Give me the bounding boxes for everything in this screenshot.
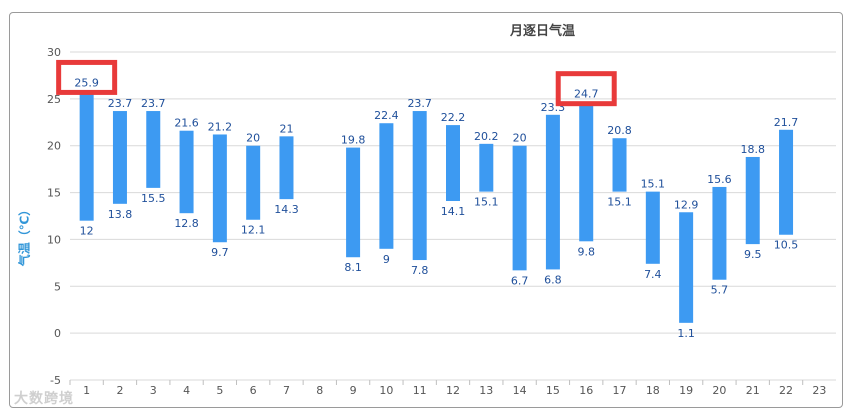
x-tick-label: 20 xyxy=(712,384,726,397)
range-bar xyxy=(679,212,694,323)
chart-title: 月逐日气温 xyxy=(509,24,575,39)
high-value-label: 12.9 xyxy=(674,198,699,211)
x-tick-label: 23 xyxy=(812,384,826,397)
x-tick-label: 15 xyxy=(546,384,560,397)
x-tick-label: 7 xyxy=(283,384,290,397)
chart-title-row: 月逐日气温 xyxy=(0,20,845,39)
x-tick-label: 13 xyxy=(479,384,493,397)
range-bar xyxy=(146,111,161,188)
low-value-label: 7.8 xyxy=(411,264,429,277)
low-value-label: 9 xyxy=(383,253,390,266)
high-value-label: 23.7 xyxy=(407,97,432,110)
range-bar xyxy=(279,136,294,200)
x-tick-label: 1 xyxy=(83,384,90,397)
y-tick-label: 0 xyxy=(54,327,61,340)
range-bar xyxy=(479,143,494,192)
low-value-label: 9.5 xyxy=(744,248,762,261)
x-tick-label: 10 xyxy=(379,384,393,397)
x-tick-label: 21 xyxy=(746,384,760,397)
high-value-label: 21.2 xyxy=(208,120,233,133)
high-value-label: 20 xyxy=(246,132,260,145)
x-tick-label: 12 xyxy=(446,384,460,397)
low-value-label: 14.1 xyxy=(441,205,466,218)
range-bar xyxy=(512,145,527,271)
highlight-box xyxy=(555,71,617,107)
range-bar xyxy=(179,130,194,214)
high-value-label: 18.8 xyxy=(740,143,765,156)
x-tick-label: 3 xyxy=(150,384,157,397)
range-bar xyxy=(545,114,560,270)
y-tick-label: 15 xyxy=(47,187,61,200)
low-value-label: 15.1 xyxy=(474,196,499,209)
low-value-label: 12 xyxy=(80,225,94,238)
watermark: 大数跨境 xyxy=(14,391,74,407)
high-value-label: 20.8 xyxy=(607,124,632,137)
high-value-label: 22.4 xyxy=(374,109,399,122)
range-bar xyxy=(246,145,261,220)
x-tick-label: 18 xyxy=(646,384,660,397)
x-tick-label: 2 xyxy=(116,384,123,397)
x-tick-label: 17 xyxy=(613,384,627,397)
range-bar xyxy=(579,101,594,242)
range-bar xyxy=(446,125,460,202)
range-bar xyxy=(112,111,127,204)
low-value-label: 12.8 xyxy=(174,217,199,230)
high-value-label: 21.7 xyxy=(774,116,799,129)
range-bar xyxy=(212,134,227,243)
x-tick-label: 4 xyxy=(183,384,190,397)
high-value-label: 15.6 xyxy=(707,173,732,186)
low-value-label: 8.1 xyxy=(344,261,362,274)
low-value-label: 7.4 xyxy=(644,268,662,281)
high-value-label: 20.2 xyxy=(474,130,499,143)
low-value-label: 9.8 xyxy=(577,245,595,258)
low-value-label: 6.8 xyxy=(544,273,562,286)
low-value-label: 15.5 xyxy=(141,192,166,205)
x-tick-label: 9 xyxy=(350,384,357,397)
range-bar xyxy=(712,186,727,280)
high-value-label: 20 xyxy=(513,132,527,145)
low-value-label: 12.1 xyxy=(241,224,266,237)
x-tick-label: 11 xyxy=(413,384,427,397)
high-value-label: 19.8 xyxy=(341,134,366,147)
x-tick-label: 19 xyxy=(679,384,693,397)
low-value-label: 1.1 xyxy=(677,327,695,340)
high-value-label: 22.2 xyxy=(441,111,466,124)
high-value-label: 15.1 xyxy=(641,178,666,191)
low-value-label: 10.5 xyxy=(774,239,799,252)
range-bar xyxy=(346,147,361,258)
low-value-label: 5.7 xyxy=(711,284,729,297)
x-tick-label: 22 xyxy=(779,384,793,397)
x-tick-label: 6 xyxy=(250,384,257,397)
low-value-label: 14.3 xyxy=(274,203,299,216)
y-tick-label: 30 xyxy=(47,46,61,59)
range-bar xyxy=(645,191,660,264)
highlight-box xyxy=(56,59,118,95)
high-value-label: 21 xyxy=(279,122,293,135)
x-tick-label: 8 xyxy=(316,384,323,397)
high-value-label: 25.9 xyxy=(74,76,99,89)
high-value-label: 24.7 xyxy=(574,88,599,101)
range-bar xyxy=(79,90,94,221)
low-value-label: 13.8 xyxy=(108,208,133,221)
range-bar xyxy=(412,111,427,261)
y-tick-label: 5 xyxy=(54,280,61,293)
range-bar xyxy=(745,156,760,245)
y-tick-label: -5 xyxy=(50,374,61,387)
x-tick-label: 5 xyxy=(216,384,223,397)
range-bar xyxy=(379,123,394,249)
low-value-label: 15.1 xyxy=(607,196,632,209)
y-tick-label: 10 xyxy=(47,233,61,246)
y-tick-label: 20 xyxy=(47,140,61,153)
range-bar xyxy=(779,129,794,235)
low-value-label: 6.7 xyxy=(511,274,529,287)
range-bar xyxy=(612,138,627,192)
high-value-label: 23.7 xyxy=(108,97,133,110)
high-value-label: 23.7 xyxy=(141,97,166,110)
y-tick-label: 25 xyxy=(47,93,61,106)
x-tick-label: 16 xyxy=(579,384,593,397)
low-value-label: 9.7 xyxy=(211,246,229,259)
high-value-label: 21.6 xyxy=(174,117,199,130)
x-tick-label: 14 xyxy=(513,384,527,397)
